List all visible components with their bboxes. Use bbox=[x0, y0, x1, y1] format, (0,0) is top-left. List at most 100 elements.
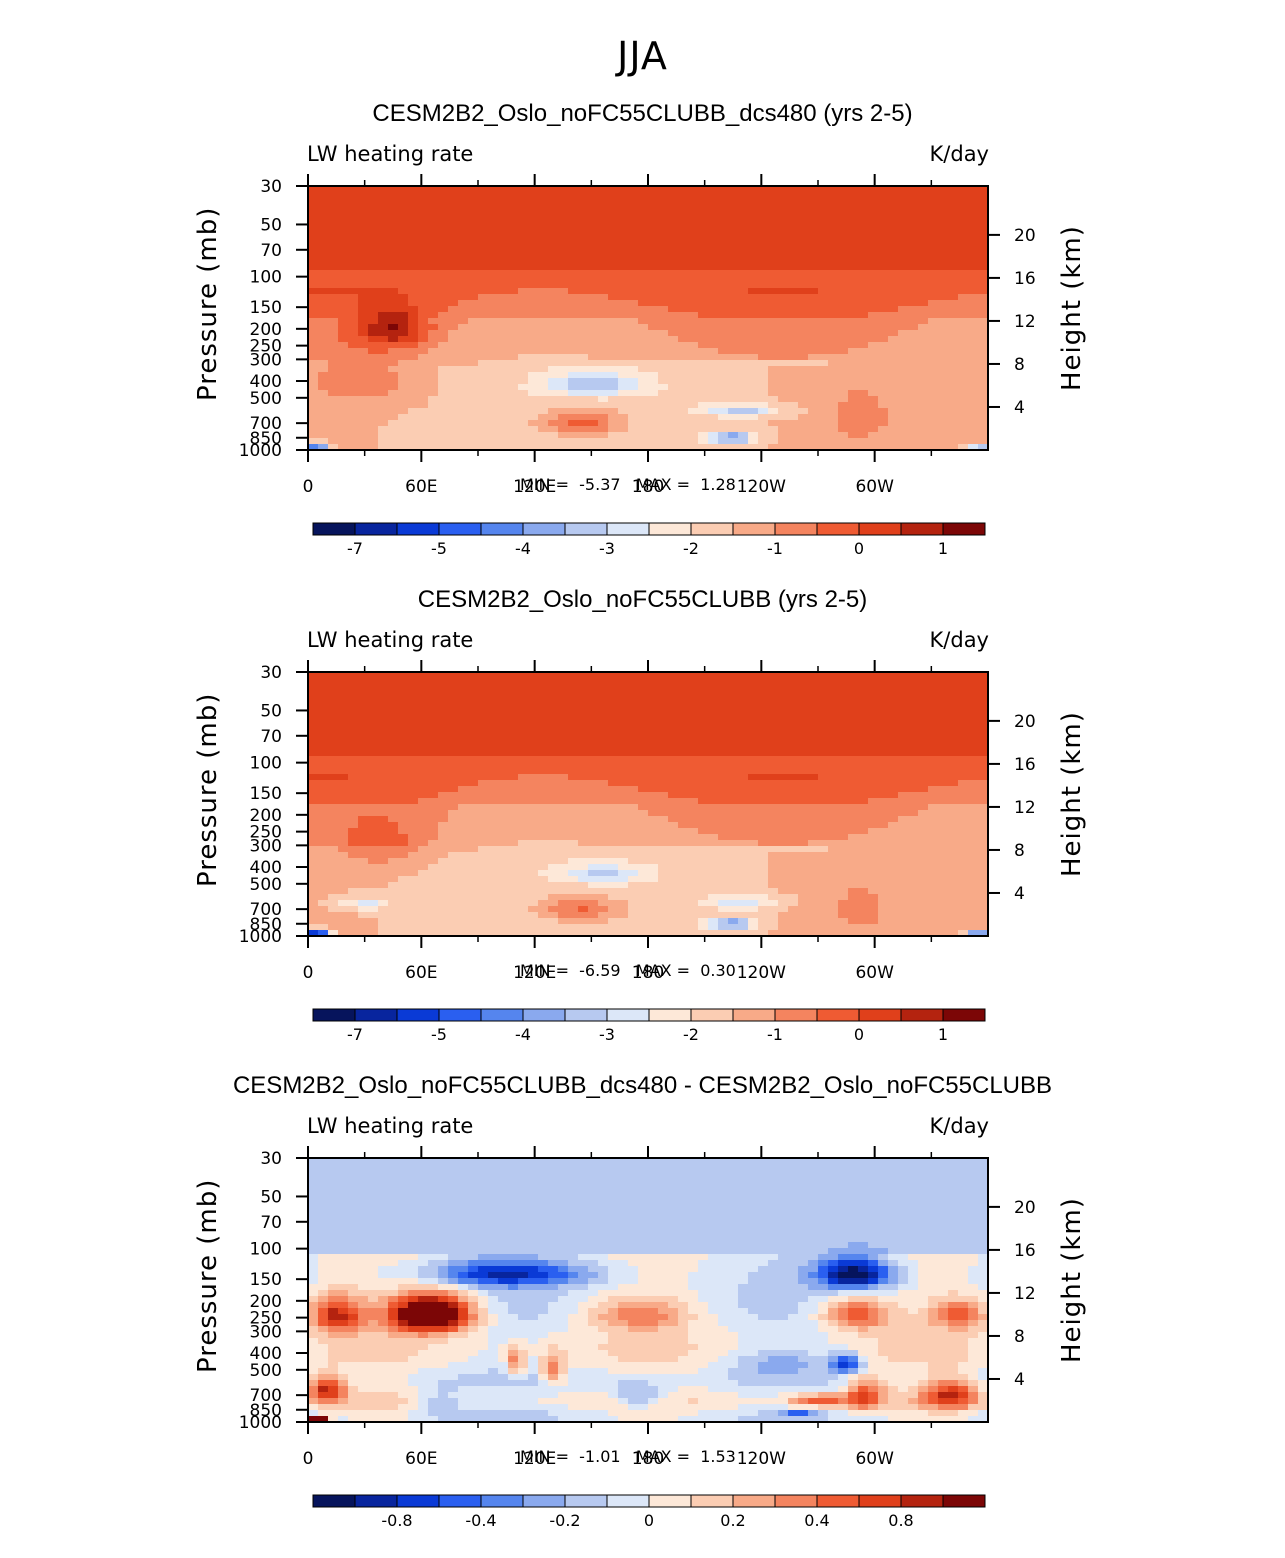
field-cell bbox=[868, 780, 879, 787]
field-cell bbox=[968, 222, 979, 229]
field-cell bbox=[698, 438, 709, 445]
field-cell bbox=[788, 384, 799, 391]
field-cell bbox=[448, 396, 459, 403]
field-cell bbox=[368, 810, 379, 817]
field-cell bbox=[578, 762, 589, 769]
field-cell bbox=[838, 762, 849, 769]
field-cell bbox=[618, 744, 629, 751]
field-cell bbox=[418, 252, 429, 259]
field-cell bbox=[608, 312, 619, 319]
field-cell bbox=[958, 438, 969, 445]
field-cell bbox=[428, 384, 439, 391]
field-cell bbox=[858, 756, 869, 763]
field-cell bbox=[748, 408, 759, 415]
field-cell bbox=[418, 768, 429, 775]
field-cell bbox=[398, 756, 409, 763]
field-cell bbox=[348, 402, 359, 409]
field-cell bbox=[678, 696, 689, 703]
field-cell bbox=[838, 822, 849, 829]
field-cell bbox=[968, 420, 979, 427]
field-cell bbox=[338, 690, 349, 697]
field-cell bbox=[718, 198, 729, 205]
field-cell bbox=[578, 720, 589, 727]
field-cell bbox=[328, 390, 339, 397]
field-cell bbox=[688, 342, 699, 349]
field-cell bbox=[328, 762, 339, 769]
field-cell bbox=[908, 252, 919, 259]
field-cell bbox=[928, 774, 939, 781]
field-cell bbox=[638, 312, 649, 319]
field-cell bbox=[508, 288, 519, 295]
field-cell bbox=[618, 720, 629, 727]
field-cell bbox=[838, 396, 849, 403]
field-cell bbox=[878, 732, 889, 739]
field-cell bbox=[738, 330, 749, 337]
field-cell bbox=[788, 702, 799, 709]
pressure-tick-label: 100 bbox=[250, 268, 282, 288]
field-cell bbox=[828, 834, 839, 841]
field-cell bbox=[368, 366, 379, 373]
field-cell bbox=[958, 774, 969, 781]
field-cell bbox=[778, 426, 789, 433]
field-cell bbox=[418, 306, 429, 313]
field-cell bbox=[398, 246, 409, 253]
field-cell bbox=[968, 372, 979, 379]
field-cell bbox=[378, 222, 389, 229]
field-cell bbox=[718, 240, 729, 247]
field-cell bbox=[538, 330, 549, 337]
field-cell bbox=[308, 786, 319, 793]
field-cell bbox=[818, 192, 829, 199]
field-cell bbox=[958, 696, 969, 703]
field-cell bbox=[958, 432, 969, 439]
field-cell bbox=[358, 360, 369, 367]
field-cell bbox=[948, 234, 959, 241]
field-cell bbox=[338, 276, 349, 283]
field-cell bbox=[378, 822, 389, 829]
field-cell bbox=[888, 240, 899, 247]
field-cell bbox=[338, 312, 349, 319]
field-cell bbox=[568, 348, 579, 355]
field-cell bbox=[468, 258, 479, 265]
field-cell bbox=[398, 396, 409, 403]
field-cell bbox=[788, 288, 799, 295]
field-cell bbox=[738, 768, 749, 775]
field-cell bbox=[948, 432, 959, 439]
field-cell bbox=[308, 678, 319, 685]
field-cell bbox=[518, 288, 529, 295]
field-cell bbox=[488, 810, 499, 817]
field-cell bbox=[628, 810, 639, 817]
field-cell bbox=[758, 324, 769, 331]
field-cell bbox=[538, 432, 549, 439]
field-cell bbox=[368, 210, 379, 217]
field-cell bbox=[558, 192, 569, 199]
field-cell bbox=[768, 702, 779, 709]
field-cell bbox=[928, 732, 939, 739]
field-cell bbox=[728, 408, 739, 415]
field-cell bbox=[878, 294, 889, 301]
field-cell bbox=[588, 372, 599, 379]
field-cell bbox=[418, 192, 429, 199]
field-cell bbox=[818, 678, 829, 685]
field-cell bbox=[698, 270, 709, 277]
field-cell bbox=[948, 360, 959, 367]
field-cell bbox=[828, 324, 839, 331]
field-cell bbox=[558, 684, 569, 691]
field-cell bbox=[948, 804, 959, 811]
field-cell bbox=[548, 828, 559, 835]
field-cell bbox=[498, 366, 509, 373]
field-cell bbox=[358, 792, 369, 799]
field-cell bbox=[698, 732, 709, 739]
field-cell bbox=[808, 330, 819, 337]
field-cell bbox=[818, 372, 829, 379]
field-cell bbox=[388, 294, 399, 301]
field-cell bbox=[428, 768, 439, 775]
field-cell bbox=[758, 390, 769, 397]
field-cell bbox=[958, 816, 969, 823]
field-cell bbox=[318, 330, 329, 337]
field-cell bbox=[358, 708, 369, 715]
field-cell bbox=[438, 798, 449, 805]
field-cell bbox=[718, 768, 729, 775]
field-cell bbox=[608, 342, 619, 349]
field-cell bbox=[848, 348, 859, 355]
field-cell bbox=[618, 798, 629, 805]
